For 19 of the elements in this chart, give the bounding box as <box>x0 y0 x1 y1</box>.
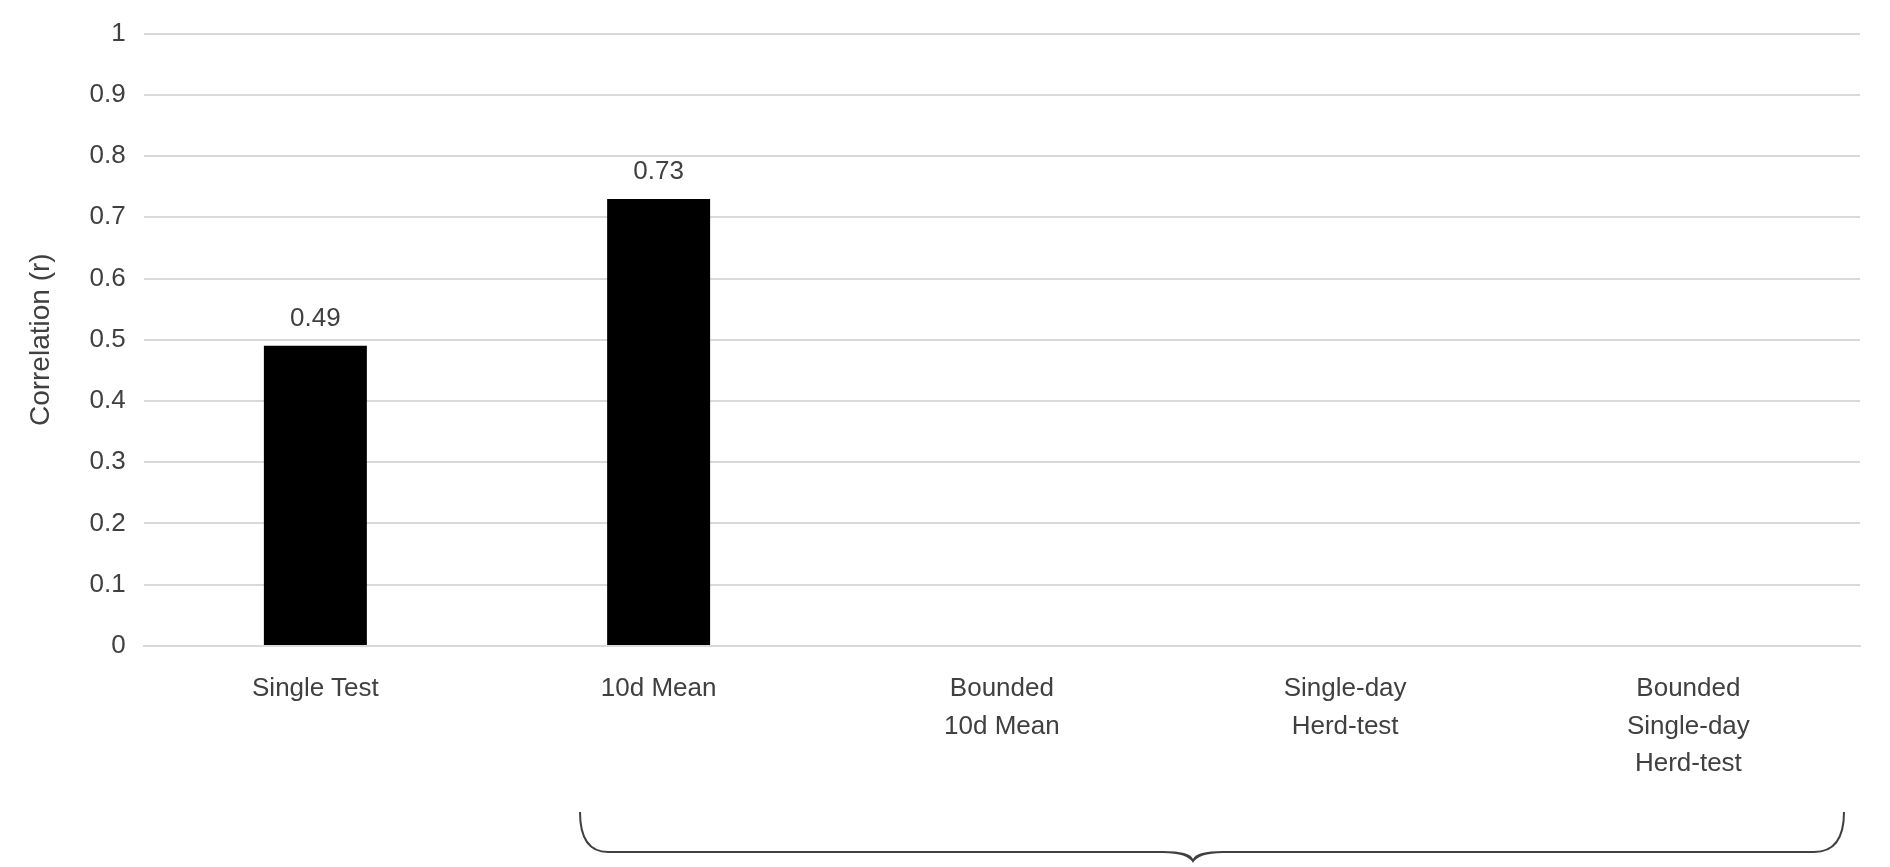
x-tick-label: Bounded Single-day Herd-test <box>1626 671 1750 778</box>
y-axis-title: Correlation (r) <box>23 253 55 427</box>
y-tick-label: 0.5 <box>89 322 126 353</box>
x-tick-label: Bounded 10d Mean <box>944 671 1060 740</box>
y-tick-label: 0.7 <box>89 200 126 231</box>
x-tick-label: Single Test <box>252 671 380 702</box>
y-tick-label: 0.3 <box>89 445 126 476</box>
y-tick-label: 1 <box>111 16 126 47</box>
y-tick-label: 0.1 <box>89 567 126 598</box>
y-tick-label: 0.9 <box>89 78 126 108</box>
data-label: 0.49 <box>290 302 341 333</box>
y-tick-label: 0.6 <box>89 261 126 292</box>
y-tick-label: 0.4 <box>89 384 126 415</box>
y-tick-label: 0 <box>111 629 126 660</box>
y-tick-label: 0.8 <box>89 139 126 170</box>
data-label: 0.73 <box>633 155 684 186</box>
x-tick-label: Single-day Herd-test <box>1283 671 1407 740</box>
x-tick-label: 10d Mean <box>600 671 717 702</box>
y-tick-label: 0.2 <box>89 506 126 537</box>
